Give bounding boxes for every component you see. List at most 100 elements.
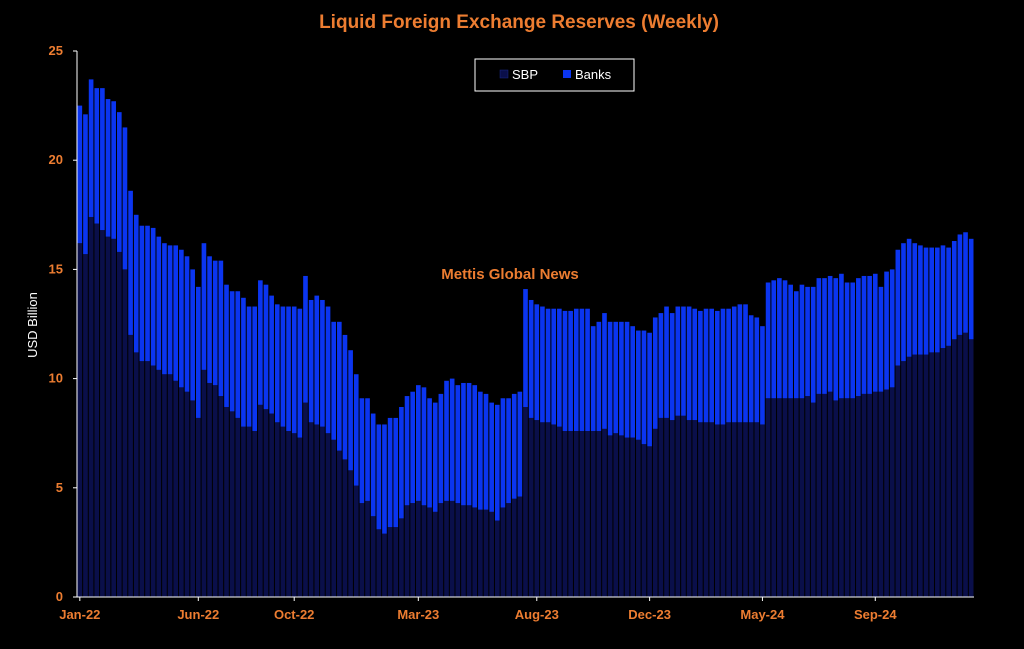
bar-banks xyxy=(274,304,280,423)
bar-banks xyxy=(449,378,455,501)
bar-banks xyxy=(810,286,816,403)
bar-banks xyxy=(765,282,771,399)
bar-banks xyxy=(258,280,263,405)
bar-banks xyxy=(799,284,805,399)
bar-banks xyxy=(895,249,901,366)
bar-sbp xyxy=(686,420,692,597)
bar-sbp xyxy=(500,507,506,597)
bar-sbp xyxy=(207,382,212,597)
bar-sbp xyxy=(179,387,184,597)
bar-sbp xyxy=(528,417,534,597)
bar-banks xyxy=(839,273,844,399)
bar-banks xyxy=(122,127,128,270)
bar-sbp xyxy=(822,393,827,597)
bar-sbp xyxy=(540,422,545,597)
bar-sbp xyxy=(224,406,229,597)
bar-banks xyxy=(540,306,545,423)
bar-banks xyxy=(218,260,224,397)
bar-sbp xyxy=(494,520,500,597)
bar-sbp xyxy=(624,437,630,597)
bar-banks xyxy=(444,380,449,501)
bar-banks xyxy=(534,304,540,421)
bar-sbp xyxy=(489,511,494,597)
x-tick-label: Dec-23 xyxy=(628,607,671,622)
bar-sbp xyxy=(94,223,100,598)
bar-banks xyxy=(624,321,630,438)
bar-banks xyxy=(748,315,754,423)
bar-sbp xyxy=(895,365,901,597)
bar-sbp xyxy=(325,433,331,597)
bar-sbp xyxy=(715,424,720,597)
bar-sbp xyxy=(348,470,353,597)
bar-sbp xyxy=(229,411,235,597)
bar-banks xyxy=(269,295,274,414)
bar-banks xyxy=(545,308,551,423)
x-tick-label: Oct-22 xyxy=(274,607,314,622)
bar-banks xyxy=(77,105,83,244)
bar-banks xyxy=(156,236,162,370)
bar-sbp xyxy=(427,507,432,597)
bar-sbp xyxy=(511,498,517,597)
bar-banks xyxy=(325,306,331,434)
bar-banks xyxy=(686,306,692,421)
bar-sbp xyxy=(619,435,624,597)
bar-banks xyxy=(793,291,799,399)
bar-sbp xyxy=(585,431,590,597)
bar-banks xyxy=(466,382,472,506)
bar-banks xyxy=(517,391,523,497)
bar-sbp xyxy=(241,426,246,597)
bar-banks xyxy=(754,317,760,423)
bar-sbp xyxy=(133,352,139,597)
bar-banks xyxy=(472,385,478,508)
bar-sbp xyxy=(88,216,94,598)
y-tick-label: 15 xyxy=(49,261,63,276)
bar-banks xyxy=(884,271,889,390)
bar-sbp xyxy=(782,398,788,597)
bar-sbp xyxy=(100,230,105,597)
bar-sbp xyxy=(810,402,816,597)
bar-banks xyxy=(743,304,748,423)
bar-sbp xyxy=(596,431,602,597)
bar-banks xyxy=(173,245,179,381)
bar-banks xyxy=(506,398,511,504)
bar-sbp xyxy=(607,435,613,597)
bar-sbp xyxy=(399,518,404,597)
bar-sbp xyxy=(331,439,337,597)
bar-banks xyxy=(946,247,951,346)
x-tick-label: Sep-24 xyxy=(854,607,897,622)
bar-sbp xyxy=(923,354,929,597)
bar-banks xyxy=(573,308,579,432)
bar-sbp xyxy=(274,422,280,597)
bar-sbp xyxy=(410,503,415,597)
bar-sbp xyxy=(286,431,291,597)
bar-sbp xyxy=(517,496,523,597)
bar-sbp xyxy=(963,332,968,597)
bar-banks xyxy=(557,308,562,427)
bar-sbp xyxy=(918,354,923,597)
bar-banks xyxy=(709,308,714,423)
bar-banks xyxy=(647,332,652,447)
bar-sbp xyxy=(466,505,472,597)
bar-sbp xyxy=(878,391,884,597)
bar-sbp xyxy=(850,398,856,597)
bar-banks xyxy=(320,299,325,427)
bar-banks xyxy=(263,284,269,410)
bar-banks xyxy=(929,247,935,353)
bar-banks xyxy=(291,306,297,434)
bar-sbp xyxy=(935,352,940,597)
bar-banks xyxy=(145,225,150,362)
bar-banks xyxy=(528,299,534,418)
bar-sbp xyxy=(461,505,466,597)
bar-banks xyxy=(229,291,235,412)
bar-banks xyxy=(771,280,777,399)
bar-banks xyxy=(416,385,421,501)
bar-sbp xyxy=(353,485,359,597)
bar-sbp xyxy=(698,422,703,597)
bar-banks xyxy=(579,308,585,432)
bar-sbp xyxy=(387,527,393,597)
bar-sbp xyxy=(675,415,681,597)
bar-sbp xyxy=(579,431,585,597)
bar-sbp xyxy=(404,505,410,597)
bar-banks xyxy=(805,286,810,397)
